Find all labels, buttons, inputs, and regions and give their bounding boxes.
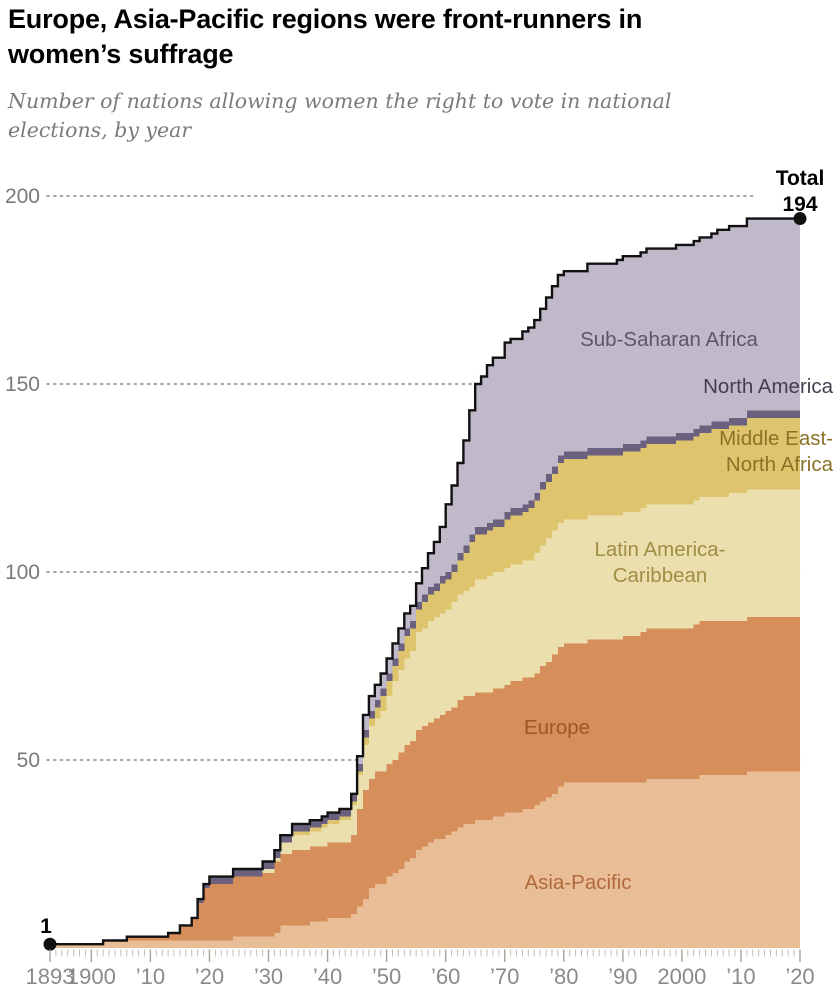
series-label-north-america: North America (703, 375, 833, 398)
x-axis-label-1990: ’90 (608, 964, 637, 989)
series-label-latin-america-caribbean: Latin America- (594, 538, 725, 561)
x-axis-label-1940: ’40 (313, 964, 342, 989)
x-axis-label-2010: ’10 (726, 964, 755, 989)
y-axis-label-200: 200 (5, 185, 40, 208)
x-axis-label-1920: ’20 (195, 964, 224, 989)
area-europe (50, 617, 800, 945)
series-label-latin-america-caribbean: Caribbean (613, 564, 708, 587)
area-middle-east-north-africa (50, 417, 800, 945)
x-axis-label-2020: ’20 (785, 964, 814, 989)
chart-header: Europe, Asia-Pacific regions were front-… (8, 2, 788, 145)
start-annotation-value: 1 (40, 915, 52, 938)
y-axis-label-50: 50 (17, 749, 40, 772)
x-axis-label-1910: ’10 (136, 964, 165, 989)
x-axis-label-1960: ’60 (431, 964, 460, 989)
total-outline-line (50, 217, 800, 946)
x-axis-label-1970: ’70 (490, 964, 519, 989)
end-point-dot (793, 212, 807, 226)
chart-title: Europe, Asia-Pacific regions were front-… (8, 4, 643, 69)
series-label-europe: Europe (524, 716, 590, 739)
total-annotation-label: Total (776, 167, 825, 190)
x-axis-label-2000: 2000 (657, 964, 706, 989)
area-sub-saharan-africa (50, 218, 800, 945)
start-point-dot (43, 937, 57, 951)
y-axis-label-150: 150 (5, 373, 40, 396)
y-axis-label-100: 100 (5, 561, 40, 584)
series-label-middle-east-north-africa: Middle East- (719, 427, 833, 450)
area-latin-america-caribbean (50, 489, 800, 945)
series-label-asia-pacific: Asia-Pacific (524, 871, 631, 894)
chart-subtitle: Number of nations allowing women the rig… (8, 89, 672, 143)
area-asia-pacific (50, 771, 800, 948)
x-axis-label-1980: ’80 (549, 964, 578, 989)
x-axis-label-1930: ’30 (254, 964, 283, 989)
x-axis-label-1950: ’50 (372, 964, 401, 989)
x-axis-label-1900: 1900 (67, 964, 116, 989)
total-annotation-value: 194 (782, 193, 817, 216)
series-label-middle-east-north-africa: North Africa (726, 453, 834, 476)
x-axis-label-1893: 1893 (26, 964, 75, 989)
series-label-sub-saharan-africa: Sub-Saharan Africa (580, 328, 758, 351)
